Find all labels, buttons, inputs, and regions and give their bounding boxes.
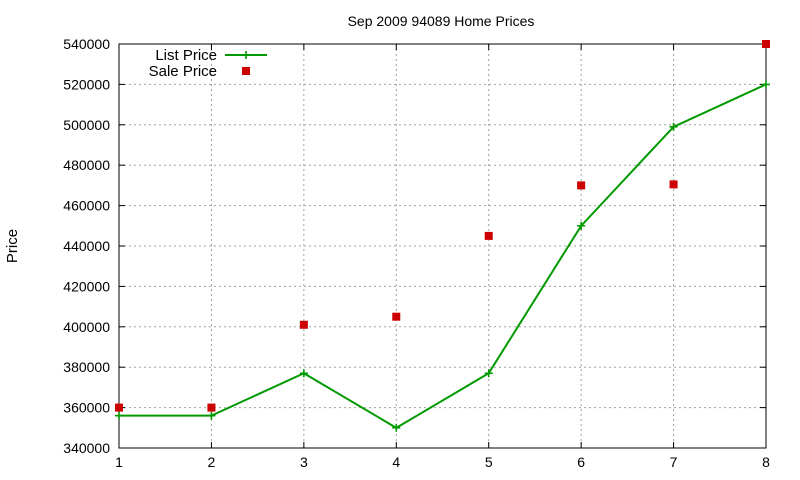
x-tick-label: 2 bbox=[208, 454, 216, 470]
y-tick-label: 520000 bbox=[63, 76, 110, 92]
x-tick-label: 7 bbox=[670, 454, 678, 470]
x-tick-label: 8 bbox=[762, 454, 770, 470]
sale-price-point bbox=[299, 320, 308, 329]
sale-price-point bbox=[577, 181, 586, 190]
x-tick-label: 3 bbox=[300, 454, 308, 470]
y-axis-label: Price bbox=[4, 229, 21, 263]
sale-price-point bbox=[392, 312, 401, 321]
y-tick-label: 480000 bbox=[63, 157, 110, 173]
list-price-point bbox=[392, 423, 401, 432]
sale-price-point bbox=[484, 231, 493, 240]
x-tick-label: 1 bbox=[115, 454, 123, 470]
list-price-point bbox=[762, 80, 770, 89]
y-tick-label: 340000 bbox=[63, 440, 110, 456]
y-tick-label: 360000 bbox=[63, 400, 110, 416]
y-tick-label: 440000 bbox=[63, 238, 110, 254]
list-price-point bbox=[115, 411, 123, 420]
y-tick-label: 380000 bbox=[63, 359, 110, 375]
sale-price-point bbox=[207, 403, 216, 412]
y-tick-label: 400000 bbox=[63, 319, 110, 335]
y-tick-label: 500000 bbox=[63, 117, 110, 133]
sale-price-point bbox=[669, 180, 678, 189]
y-tick-label: 460000 bbox=[63, 198, 110, 214]
x-tick-label: 4 bbox=[392, 454, 400, 470]
y-tick-label: 420000 bbox=[63, 278, 110, 294]
axis-ticks: 1 2 3 4 5 6 7 8 340000 360000 380000 400000 420000 44… bbox=[63, 36, 770, 470]
plot-frame bbox=[118, 43, 767, 449]
sale-price-point bbox=[762, 40, 770, 48]
legend-label-list-price: List Price bbox=[155, 47, 217, 64]
list-price-point bbox=[484, 369, 493, 378]
sale-price-point bbox=[115, 403, 123, 412]
list-price-point bbox=[669, 122, 678, 131]
x-tick-label: 5 bbox=[485, 454, 493, 470]
grid-lines bbox=[119, 44, 766, 448]
list-price-point bbox=[207, 411, 216, 420]
list-price-line bbox=[119, 83, 767, 429]
chart-title: Sep 2009 94089 Home Prices bbox=[348, 13, 535, 29]
series-layer bbox=[115, 40, 770, 432]
x-tick-label: 6 bbox=[577, 454, 585, 470]
y-tick-label: 540000 bbox=[63, 36, 110, 52]
list-price-point bbox=[299, 369, 308, 378]
list-price-point bbox=[577, 221, 586, 230]
legend-marker-sale-price bbox=[242, 67, 250, 75]
legend-label-sale-price: Sale Price bbox=[149, 63, 217, 80]
legend-marker-list-price bbox=[242, 51, 250, 59]
